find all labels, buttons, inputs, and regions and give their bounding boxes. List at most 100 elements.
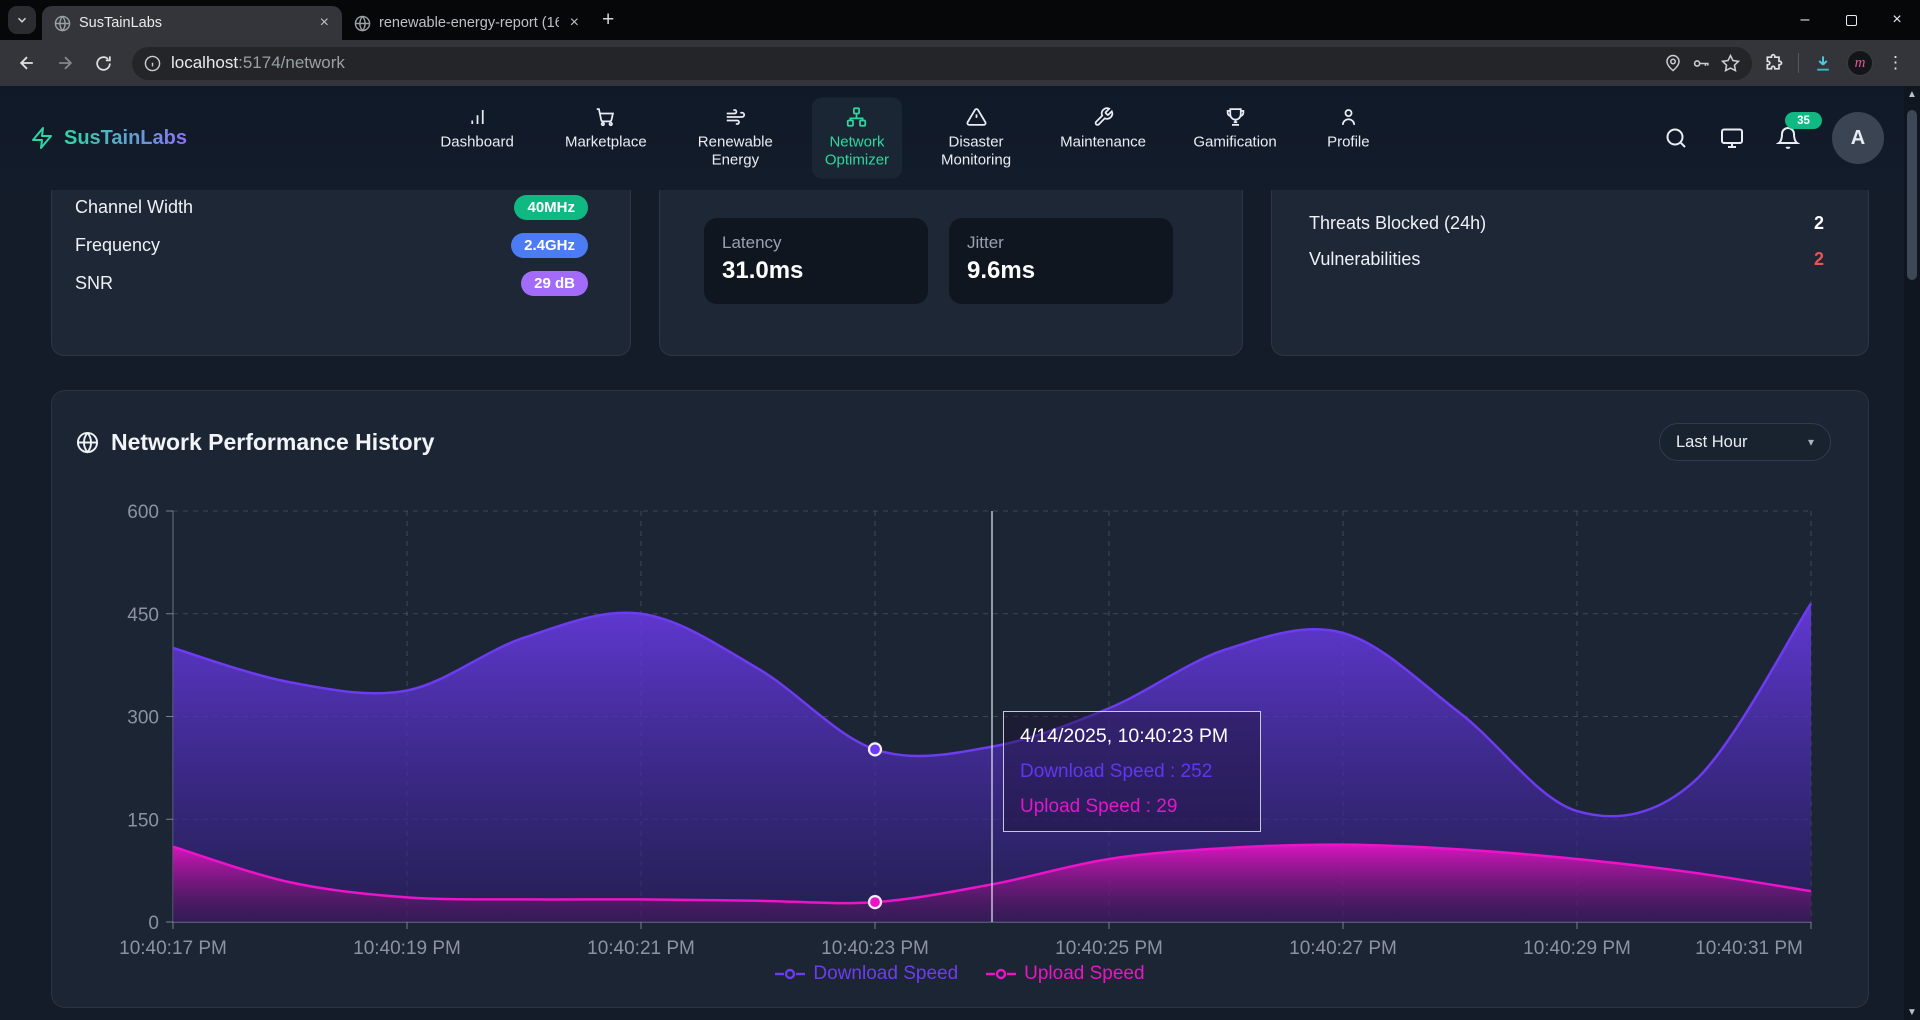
legend-item[interactable]: Upload Speed [986,963,1145,985]
globe-favicon-icon [354,15,371,32]
upload-speed-area [173,844,1811,922]
browser-tab-strip: SusTainLabs × renewable-energy-report (1… [0,0,1920,40]
browser-tab-active[interactable]: SusTainLabs × [42,6,342,40]
svg-text:0: 0 [148,913,159,934]
nav-item-gamification[interactable]: Gamification [1182,98,1288,161]
globe-favicon-icon [54,15,71,32]
legend-marker-icon [775,968,806,980]
notifications-bell[interactable]: 35 [1776,112,1822,150]
chart-tooltip: 4/14/2025, 10:40:23 PM Download Speed : … [1003,711,1261,832]
svg-text:10:40:23 PM: 10:40:23 PM [821,938,929,959]
browser-tab-inactive[interactable]: renewable-energy-report (16).p × [342,6,592,40]
nav-item-renewable-energy[interactable]: Renewable Energy [685,98,786,179]
browser-toolbar: localhost:5174/network m ⋮ [0,40,1920,86]
svg-text:150: 150 [127,810,159,831]
toolbar-right-icons: m ⋮ [1764,50,1910,76]
browser-menu-icon[interactable]: ⋮ [1887,53,1904,72]
search-icon[interactable] [1664,126,1688,150]
browser-profile-avatar[interactable]: m [1847,50,1873,76]
stat-label: Jitter [967,233,1004,252]
performance-chart-svg[interactable]: 0 150 300 450 600 10:40:17 PM 10:40:19 PM 10:40… [91,496,1831,966]
svg-text:10:40:21 PM: 10:40:21 PM [587,938,695,959]
stat-value: 2 [1813,249,1824,269]
stats-cards-row: Channel Width 40MHz Frequency 2.4GHz SNR… [51,190,1869,356]
nav-items: Dashboard Marketplace Renewable Energy N… [427,97,1383,179]
stat-row: Vulnerabilities 2 [1309,249,1824,270]
jitter-subcard: Jitter 9.6ms [949,218,1173,304]
stat-row: Frequency 2.4GHz [75,233,588,258]
nav-item-network-optimizer[interactable]: Network Optimizer [811,97,903,179]
chart-legend: Download Speed Upload Speed [52,963,1868,985]
brand-name: SusTainLabs [64,126,187,149]
legend-label: Upload Speed [1024,963,1145,984]
svg-text:10:40:31 PM: 10:40:31 PM [1695,938,1803,959]
scrollbar-up-arrow[interactable]: ▲ [1907,88,1917,100]
stat-label: SNR [75,273,114,293]
tooltip-date: 4/14/2025, 10:40:23 PM [1020,725,1229,747]
url-host: localhost [171,53,239,72]
globe-icon [76,431,99,454]
svg-text:10:40:25 PM: 10:40:25 PM [1055,938,1163,959]
password-key-icon[interactable] [1692,54,1711,73]
nav-item-profile[interactable]: Profile [1314,98,1383,161]
nav-item-dashboard[interactable]: Dashboard [427,98,526,161]
legend-marker-icon [986,968,1017,980]
chevron-down-icon [17,17,27,23]
svg-text:600: 600 [127,502,159,523]
trophy-icon [1226,108,1244,126]
download-speed-line [172,602,1813,818]
time-range-select[interactable]: Last Hour ▾ [1659,423,1831,461]
bookmark-star-icon[interactable] [1721,53,1740,73]
back-button[interactable] [10,46,44,80]
legend-label: Download Speed [813,963,959,984]
tab-title: renewable-energy-report (16).p [379,15,559,31]
window-close-button[interactable]: × [1892,11,1902,28]
window-controls: – × [1782,0,1920,40]
reload-button[interactable] [86,46,120,80]
status-badge: 2.4GHz [511,233,588,258]
svg-text:450: 450 [127,605,159,626]
url-text[interactable]: localhost:5174/network [171,53,1654,73]
active-dot [867,742,883,757]
location-pin-icon[interactable] [1664,54,1682,72]
scrollbar-thumb[interactable] [1907,110,1917,280]
alert-triangle-icon [966,108,987,126]
active-dot [867,895,883,910]
page-scrollbar[interactable]: ▲ ▼ [1904,86,1920,1020]
svg-text:10:40:19 PM: 10:40:19 PM [353,938,461,959]
window-maximize-button[interactable] [1828,0,1874,40]
wrench-icon [1094,107,1113,126]
stat-row: Threats Blocked (24h) 2 [1309,213,1824,234]
chart-header: Network Performance History Last Hour ▾ [52,391,1868,461]
window-minimize-button[interactable]: – [1800,11,1810,28]
tab-search-button[interactable] [8,6,36,34]
latency-subcard: Latency 31.0ms [704,218,928,304]
downloads-icon[interactable] [1813,53,1833,73]
tab-close-button[interactable]: × [569,14,579,31]
tooltip-download-value: Download Speed : 252 [1020,761,1213,782]
forward-button[interactable] [48,46,82,80]
scrollbar-down-arrow[interactable]: ▼ [1907,1006,1917,1018]
bar-chart-icon [470,110,484,124]
address-bar[interactable]: localhost:5174/network [132,46,1752,80]
nav-item-marketplace[interactable]: Marketplace [553,98,659,161]
stat-value: 31.0ms [722,257,804,284]
user-avatar[interactable]: A [1832,112,1884,164]
maximize-icon [1845,14,1857,26]
legend-item[interactable]: Download Speed [775,963,958,985]
stat-label: Channel Width [75,197,194,217]
nav-item-disaster-monitoring[interactable]: Disaster Monitoring [928,98,1024,179]
nav-item-maintenance[interactable]: Maintenance [1050,98,1156,161]
stat-row: SNR 29 dB [75,271,588,296]
notification-count-badge: 35 [1785,112,1822,129]
chevron-down-icon: ▾ [1807,435,1814,449]
shopping-cart-icon [597,108,615,127]
page-content: Channel Width 40MHz Frequency 2.4GHz SNR… [0,190,1920,1020]
new-tab-button[interactable]: + [602,8,615,31]
app-navbar: SusTainLabs Dashboard Marketplace Renewa… [0,86,1920,190]
brand-logo[interactable]: SusTainLabs [30,126,187,150]
tab-close-button[interactable]: × [319,14,329,31]
monitor-icon[interactable] [1720,126,1744,150]
site-info-icon[interactable] [144,55,161,72]
extensions-puzzle-icon[interactable] [1764,53,1784,73]
